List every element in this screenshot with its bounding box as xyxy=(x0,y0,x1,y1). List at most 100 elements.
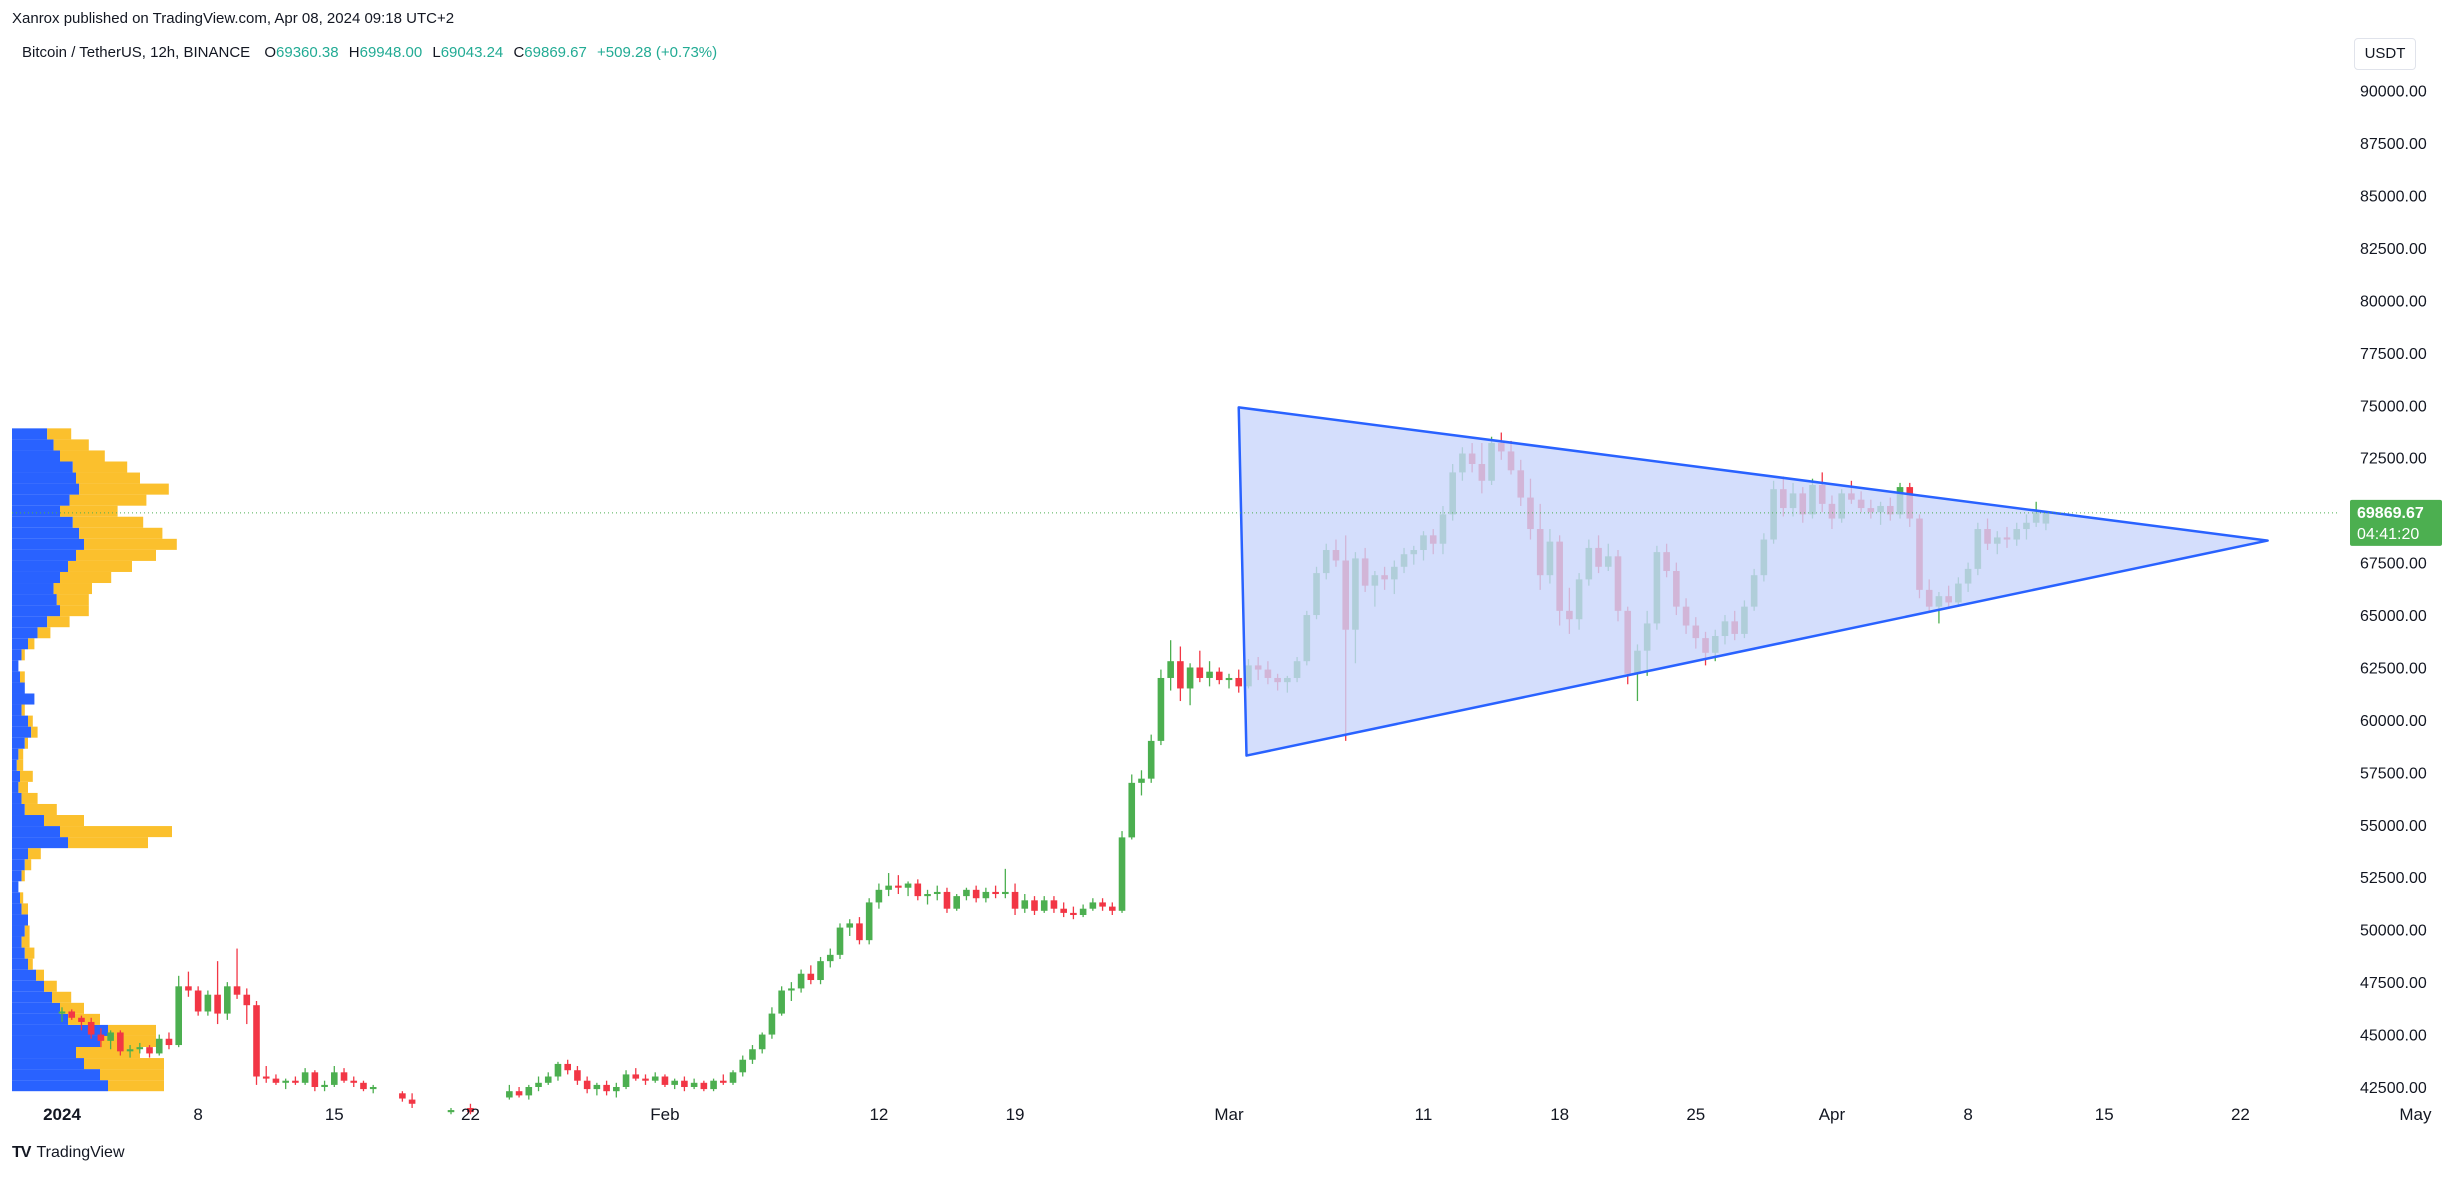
time-tick-label: 8 xyxy=(1963,1105,1972,1124)
candle-body xyxy=(1060,908,1067,913)
candle-body xyxy=(321,1084,328,1087)
price-tick-label: 77500.00 xyxy=(2360,346,2427,363)
volume-profile xyxy=(12,428,177,1092)
volume-profile-down-bar xyxy=(60,571,112,584)
volume-profile-down-bar xyxy=(28,715,33,727)
candle-body xyxy=(126,1049,134,1052)
candle-body xyxy=(1031,900,1038,911)
candle-body xyxy=(282,1080,289,1083)
candle-body xyxy=(1079,908,1087,915)
volume-profile-up-bar xyxy=(12,914,28,926)
open-value: 69360.38 xyxy=(276,44,339,61)
volume-profile-up-bar xyxy=(12,693,35,705)
candle-body xyxy=(87,1021,95,1035)
candle-body xyxy=(194,990,202,1012)
price-tick-label: 50000.00 xyxy=(2360,923,2427,940)
volume-profile-up-bar xyxy=(12,726,32,738)
candle-body xyxy=(895,885,902,888)
price-tick-label: 90000.00 xyxy=(2360,84,2427,101)
candle-body xyxy=(972,889,980,899)
candle-body xyxy=(1021,900,1029,909)
price-tick-label: 52500.00 xyxy=(2360,870,2427,887)
volume-profile-up-bar xyxy=(12,815,44,827)
volume-profile-up-bar xyxy=(12,660,19,672)
volume-profile-up-bar xyxy=(12,1024,108,1036)
price-tick-label: 65000.00 xyxy=(2360,608,2427,625)
symmetrical-triangle-drawing[interactable] xyxy=(1237,406,2269,757)
volume-profile-up-bar xyxy=(12,1058,84,1070)
candle-body xyxy=(97,1034,105,1041)
time-tick-label: 11 xyxy=(1415,1105,1433,1124)
volume-profile-down-bar xyxy=(53,439,89,451)
candle-body xyxy=(107,1032,114,1041)
volume-profile-up-bar xyxy=(12,538,84,550)
candle-body xyxy=(797,973,805,989)
candle-body xyxy=(642,1078,649,1081)
volume-profile-down-bar xyxy=(21,704,25,716)
candle-body xyxy=(535,1082,542,1087)
candle-body xyxy=(1109,906,1116,911)
candle-body xyxy=(1118,837,1126,911)
last-price-value: 69869.67 xyxy=(2357,505,2424,522)
price-axis[interactable]: 90000.00 87500.00 85000.00 82500.00 80000.00… xyxy=(2360,84,2427,1097)
close-value: 69869.67 xyxy=(524,44,587,61)
price-tick-label: 80000.00 xyxy=(2360,293,2427,310)
volume-profile-down-bar xyxy=(21,903,28,915)
candle-body xyxy=(272,1078,280,1083)
volume-profile-up-bar xyxy=(12,803,25,816)
volume-profile-up-bar xyxy=(12,616,48,628)
candle-body xyxy=(758,1034,766,1050)
candle-body xyxy=(603,1084,610,1092)
volume-profile-up-bar xyxy=(12,969,36,981)
candle-body xyxy=(292,1080,299,1083)
price-tick-label: 47500.00 xyxy=(2360,975,2427,992)
candle-body xyxy=(856,923,863,941)
candle-body xyxy=(1235,677,1243,687)
volume-profile-up-bar xyxy=(12,428,48,440)
candle-body xyxy=(117,1032,124,1052)
candle-body xyxy=(233,986,241,995)
time-tick-label: 2024 xyxy=(43,1105,81,1124)
volume-profile-up-bar xyxy=(12,638,28,650)
candle-body xyxy=(826,954,834,962)
volume-profile-up-bar xyxy=(12,571,60,584)
candle-body xyxy=(924,894,931,897)
candle-body xyxy=(768,1013,776,1035)
volume-profile-up-bar xyxy=(12,781,19,793)
candle-body xyxy=(525,1087,533,1096)
volume-profile-down-bar xyxy=(21,792,38,804)
time-tick-label: Apr xyxy=(1819,1105,1846,1124)
volume-profile-down-bar xyxy=(76,1047,140,1059)
volume-profile-down-bar xyxy=(79,483,169,495)
candle-body xyxy=(749,1049,756,1060)
candle-body xyxy=(1040,900,1048,911)
time-axis[interactable]: 2024 8 15 22 Feb 12 19 Mar 11 18 25 Apr 8 15 22 May xyxy=(43,1105,2432,1124)
candle-body xyxy=(1157,677,1165,741)
high-label: H xyxy=(348,44,360,61)
volume-profile-up-bar xyxy=(12,1069,100,1081)
currency-button[interactable]: USDT xyxy=(2354,38,2416,70)
candle-body xyxy=(447,1110,455,1113)
last-price-badge: 69869.67 04:41:20 xyxy=(2350,499,2442,546)
volume-profile-down-bar xyxy=(100,1035,156,1048)
volume-profile-up-bar xyxy=(12,439,54,451)
candle-body xyxy=(544,1076,552,1083)
volume-profile-down-bar xyxy=(20,671,25,683)
volume-profile-up-bar xyxy=(12,748,19,760)
volume-profile-down-bar xyxy=(21,870,25,882)
publish-info: Xanrox published on TradingView.com, Apr… xyxy=(12,10,455,27)
volume-profile-down-bar xyxy=(72,461,128,473)
candle-body xyxy=(253,1005,260,1077)
price-tick-label: 42500.00 xyxy=(2360,1080,2427,1097)
candle-body xyxy=(661,1076,669,1085)
candle-body xyxy=(224,986,231,1014)
candle-body xyxy=(836,927,844,955)
volume-profile-down-bar xyxy=(76,549,156,561)
price-tick-label: 57500.00 xyxy=(2360,765,2427,782)
price-scale-bg[interactable] xyxy=(2345,0,2455,1177)
symbol-label[interactable]: Bitcoin / TetherUS, 12h, BINANCE xyxy=(22,44,251,61)
candle-body xyxy=(1070,912,1077,915)
candle-body xyxy=(846,923,854,928)
candle-body xyxy=(700,1082,708,1090)
